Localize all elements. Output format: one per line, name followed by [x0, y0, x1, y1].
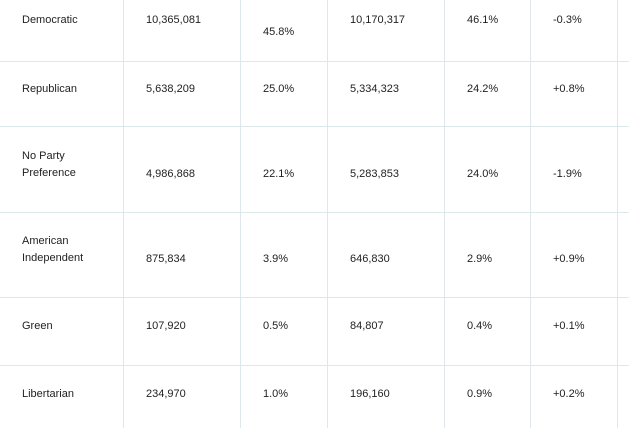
percentage-cell: 25.0% — [241, 62, 328, 126]
registration-count: 5,638,209 — [146, 83, 195, 95]
registration-percentage: 0.5% — [263, 320, 289, 332]
table-row: Democratic 10,365,081 45.8% 10,170,317 4… — [0, 0, 629, 62]
registration-cell: 234,970 — [124, 366, 241, 428]
registration-cell: 196,160 — [328, 366, 445, 428]
percentage-cell: 22.1% — [241, 127, 328, 212]
percentage-cell: 3.9% — [241, 213, 328, 297]
percentage-cell: 0.9% — [445, 366, 531, 428]
registration-percentage: 0.4% — [467, 320, 493, 332]
party-name: Libertarian — [22, 388, 74, 400]
change-cell: -1.9% — [531, 127, 618, 212]
party-cell: Green — [0, 298, 124, 365]
registration-count: 4,986,868 — [146, 168, 195, 180]
registration-cell: 646,830 — [328, 213, 445, 297]
percentage-cell: 0.5% — [241, 298, 328, 365]
registration-count: 84,807 — [350, 320, 384, 332]
edge-cell — [618, 62, 629, 126]
percentage-change: +0.1% — [553, 320, 585, 332]
registration-percentage: 24.2% — [467, 83, 499, 95]
change-cell: +0.8% — [531, 62, 618, 126]
registration-count: 10,170,317 — [350, 14, 406, 26]
percentage-cell: 45.8% — [241, 0, 328, 61]
registration-cell: 875,834 — [124, 213, 241, 297]
change-cell: +0.9% — [531, 213, 618, 297]
party-name: No Party Preference — [22, 150, 76, 179]
registration-cell: 5,283,853 — [328, 127, 445, 212]
registration-cell: 84,807 — [328, 298, 445, 365]
percentage-cell: 1.0% — [241, 366, 328, 428]
change-cell: -0.3% — [531, 0, 618, 61]
percentage-change: +0.2% — [553, 388, 585, 400]
edge-cell — [618, 0, 629, 61]
change-cell: +0.2% — [531, 366, 618, 428]
table-row: Republican 5,638,209 25.0% 5,334,323 24.… — [0, 62, 629, 127]
percentage-cell: 24.2% — [445, 62, 531, 126]
percentage-change: -1.9% — [553, 168, 582, 180]
percentage-change: +0.9% — [553, 253, 585, 265]
registration-count: 5,283,853 — [350, 168, 399, 180]
registration-percentage: 3.9% — [263, 253, 289, 265]
registration-cell: 5,638,209 — [124, 62, 241, 126]
registration-count: 234,970 — [146, 388, 186, 400]
edge-cell — [618, 127, 629, 212]
edge-cell — [618, 366, 629, 428]
party-cell: No Party Preference — [0, 127, 124, 212]
registration-count: 10,365,081 — [146, 14, 202, 26]
party-cell: Libertarian — [0, 366, 124, 428]
table-row: American Independent 875,834 3.9% 646,83… — [0, 213, 629, 298]
registration-percentage: 0.9% — [467, 388, 493, 400]
percentage-cell: 2.9% — [445, 213, 531, 297]
percentage-cell: 46.1% — [445, 0, 531, 61]
registration-cell: 10,170,317 — [328, 0, 445, 61]
table-row: No Party Preference 4,986,868 22.1% 5,28… — [0, 127, 629, 213]
table-row: Libertarian 234,970 1.0% 196,160 0.9% +0… — [0, 366, 629, 428]
registration-count: 646,830 — [350, 253, 390, 265]
registration-cell: 107,920 — [124, 298, 241, 365]
percentage-change: +0.8% — [553, 83, 585, 95]
registration-percentage: 46.1% — [467, 14, 499, 26]
change-cell: +0.1% — [531, 298, 618, 365]
party-name: Republican — [22, 83, 78, 95]
registration-cell: 5,334,323 — [328, 62, 445, 126]
party-cell: Republican — [0, 62, 124, 126]
registration-percentage: 25.0% — [263, 83, 295, 95]
registration-count: 107,920 — [146, 320, 186, 332]
percentage-cell: 24.0% — [445, 127, 531, 212]
percentage-change: -0.3% — [553, 14, 582, 26]
party-name: Democratic — [22, 14, 78, 26]
table-row: Green 107,920 0.5% 84,807 0.4% +0.1% — [0, 298, 629, 366]
registration-count: 5,334,323 — [350, 83, 399, 95]
party-name: Green — [22, 320, 53, 332]
registration-percentage: 45.8% — [263, 26, 295, 38]
edge-cell — [618, 213, 629, 297]
percentage-cell: 0.4% — [445, 298, 531, 365]
edge-cell — [618, 298, 629, 365]
party-cell: Democratic — [0, 0, 124, 61]
registration-count: 196,160 — [350, 388, 390, 400]
registration-count: 875,834 — [146, 253, 186, 265]
registration-cell: 4,986,868 — [124, 127, 241, 212]
registration-percentage: 1.0% — [263, 388, 289, 400]
registration-percentage: 2.9% — [467, 253, 493, 265]
party-cell: American Independent — [0, 213, 124, 297]
registration-cell: 10,365,081 — [124, 0, 241, 61]
registration-percentage: 22.1% — [263, 168, 295, 180]
registration-percentage: 24.0% — [467, 168, 499, 180]
party-name: American Independent — [22, 235, 84, 264]
